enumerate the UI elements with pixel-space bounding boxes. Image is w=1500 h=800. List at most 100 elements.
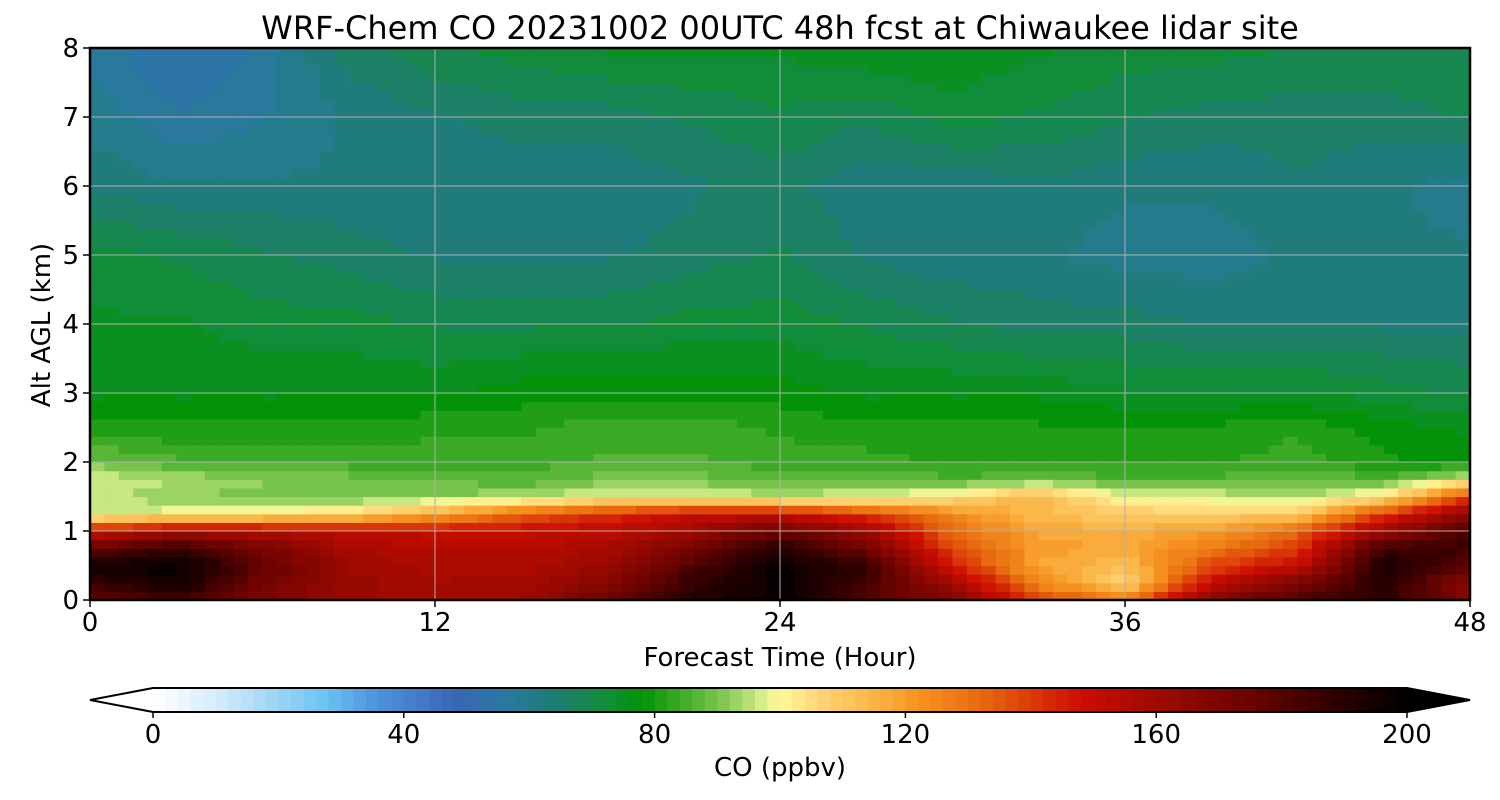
heatmap-cell [1254,375,1270,385]
heatmap-cell [550,341,565,351]
heatmap-cell [1355,479,1370,489]
heatmap-cell [90,246,105,256]
heatmap-cell [1110,384,1126,394]
heatmap-cell [665,487,680,498]
heatmap-cell [995,151,1011,161]
heatmap-cell [1081,479,1097,489]
heatmap-cell [219,194,235,204]
heatmap-cell [593,375,609,385]
heatmap-cell [190,315,206,325]
heatmap-cell [550,220,565,230]
heatmap-cell [1139,211,1155,222]
heatmap-cell [233,306,249,316]
heatmap-cell [1369,263,1385,273]
heatmap-cell [736,513,752,523]
heatmap-cell [478,582,494,592]
heatmap-cell [1168,332,1184,342]
heatmap-cell [1441,462,1457,472]
heatmap-cell [780,410,795,420]
heatmap-cell [1211,522,1227,532]
heatmap-cell [1412,358,1428,368]
heatmap-cell [578,160,594,170]
heatmap-cell [966,211,982,222]
heatmap-cell [823,263,839,273]
heatmap-cell [679,418,695,429]
heatmap-cell [1340,246,1356,256]
heatmap-cell [808,401,824,411]
heatmap-cell [233,246,249,256]
heatmap-cell [492,194,508,204]
heatmap-cell [1369,194,1385,204]
heatmap-cell [506,220,522,230]
heatmap-cell [176,315,192,325]
heatmap-cell [248,548,264,558]
heatmap-cell [1268,444,1284,454]
heatmap-cell [665,367,680,377]
heatmap-cell [348,462,364,472]
heatmap-cell [248,470,264,480]
heatmap-cell [320,315,335,325]
heatmap-cell [1196,229,1212,239]
heatmap-cell [1311,349,1327,360]
heatmap-cell [1297,177,1313,187]
heatmap-cell [435,410,450,420]
heatmap-cell [923,324,939,334]
heatmap-cell [1139,229,1155,239]
heatmap-cell [1441,531,1457,541]
heatmap-cell [1038,375,1054,385]
heatmap-cell [161,401,177,411]
heatmap-cell [104,496,120,506]
heatmap-cell [291,237,307,247]
heatmap-cell [1311,522,1327,532]
heatmap-cell [1211,487,1227,498]
heatmap-cell [1412,479,1428,489]
heatmap-cell [1067,565,1083,575]
heatmap-cell [406,384,422,394]
heatmap-cell [765,548,781,558]
heatmap-cell [866,203,882,213]
heatmap-cell [837,211,853,222]
heatmap-cell [133,151,149,161]
heatmap-cell [1196,531,1212,541]
heatmap-cell [406,237,422,247]
heatmap-cell [262,401,278,411]
heatmap-cell [435,522,450,532]
heatmap-cell [564,522,580,532]
heatmap-cell [866,263,882,273]
heatmap-cell [1441,574,1457,584]
heatmap-cell [1153,194,1169,204]
heatmap-cell [780,229,795,239]
heatmap-cell [636,237,652,247]
heatmap-cell [320,436,335,446]
heatmap-cell [607,211,623,222]
heatmap-cell [837,496,853,506]
heatmap-cell [176,531,192,541]
heatmap-cell [305,349,321,360]
heatmap-cell [665,418,680,429]
heatmap-cell [334,160,350,170]
heatmap-cell [1196,220,1212,230]
heatmap-cell [535,505,551,515]
heatmap-cell [506,487,522,498]
heatmap-cell [650,194,666,204]
heatmap-cell [521,211,537,222]
heatmap-cell [1168,237,1184,247]
heatmap-cell [1196,436,1212,446]
heatmap-cell [650,410,666,420]
heatmap-cell [305,306,321,316]
heatmap-cell [521,427,537,437]
heatmap-cell [478,427,494,437]
heatmap-cell [1355,367,1370,377]
heatmap-cell [952,582,968,592]
heatmap-cell [851,565,867,575]
heatmap-cell [693,436,709,446]
heatmap-cell [1081,332,1097,342]
heatmap-cell [176,591,192,600]
heatmap-cell [1240,358,1255,368]
heatmap-cell [736,427,752,437]
heatmap-cell [1211,177,1227,187]
heatmap-cell [621,358,637,368]
heatmap-cell [104,211,120,222]
heatmap-cell [995,272,1011,282]
heatmap-cell [1038,255,1054,265]
